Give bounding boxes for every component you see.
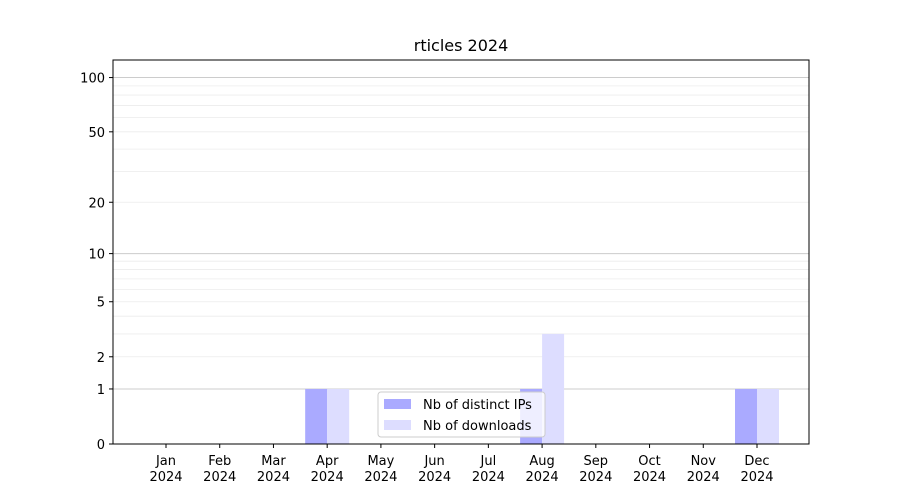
x-tick-line: 2024	[364, 470, 397, 485]
x-tick-line: Oct	[638, 454, 660, 469]
x-tick-label: Apr 2024	[311, 454, 344, 485]
bar	[327, 388, 350, 444]
x-tick-line: 2024	[633, 470, 666, 485]
x-tick-label: Oct 2024	[633, 454, 666, 485]
y-tick-label: 10	[88, 248, 105, 263]
plot-frame	[112, 59, 810, 445]
x-tick-line: 2024	[472, 470, 505, 485]
x-tick-line: 2024	[311, 470, 344, 485]
bar	[735, 388, 757, 444]
legend-box	[377, 391, 546, 438]
x-tick-line: 2024	[740, 470, 773, 485]
x-tick-line: 2024	[203, 470, 236, 485]
y-tick-label: 1	[97, 383, 105, 398]
chart-title: rticles 2024	[414, 36, 509, 55]
x-tick-label: Sep 2024	[579, 454, 612, 485]
x-tick-line: Mar	[261, 454, 286, 469]
x-tick-label: Dec 2024	[740, 454, 773, 485]
x-tick-line: Jan	[155, 454, 176, 469]
x-tick-line: Apr	[316, 454, 339, 469]
x-tick-line: Aug	[529, 454, 554, 469]
x-tick-label: Jan 2024	[149, 454, 182, 485]
x-tick-line: 2024	[418, 470, 451, 485]
x-tick-line: Jun	[423, 454, 444, 469]
bar	[542, 333, 565, 444]
legend-label: Nb of downloads	[423, 419, 532, 434]
x-tick-line: 2024	[687, 470, 720, 485]
x-tick-line: 2024	[149, 470, 182, 485]
x-tick-label: Aug 2024	[526, 454, 559, 485]
bar	[305, 388, 328, 444]
y-tick-label: 50	[88, 126, 105, 141]
y-tick-label: 20	[88, 196, 105, 211]
bar	[757, 388, 779, 444]
x-tick-line: 2024	[579, 470, 612, 485]
x-tick-label: May 2024	[364, 454, 397, 485]
legend-label: Nb of distinct IPs	[423, 398, 532, 413]
y-tick-label: 2	[97, 351, 105, 366]
y-tick-label: 5	[97, 296, 105, 311]
x-tick-line: Jul	[480, 454, 497, 469]
x-tick-label: Jun 2024	[418, 454, 451, 485]
x-tick-line: 2024	[526, 470, 559, 485]
x-tick-line: May	[367, 454, 394, 469]
x-tick-line: Nov	[691, 454, 717, 469]
x-tick-line: Feb	[208, 454, 231, 469]
y-tick-label: 0	[97, 438, 105, 453]
y-tick-label: 100	[80, 72, 105, 87]
x-tick-label: Feb 2024	[203, 454, 236, 485]
legend-swatch	[384, 399, 411, 409]
x-tick-label: Nov 2024	[687, 454, 720, 485]
x-tick-label: Mar 2024	[257, 454, 290, 485]
x-tick-label: Jul 2024	[472, 454, 505, 485]
x-tick-line: Dec	[744, 454, 769, 469]
legend-swatch	[384, 420, 411, 430]
x-tick-line: Sep	[584, 454, 609, 469]
x-tick-line: 2024	[257, 470, 290, 485]
